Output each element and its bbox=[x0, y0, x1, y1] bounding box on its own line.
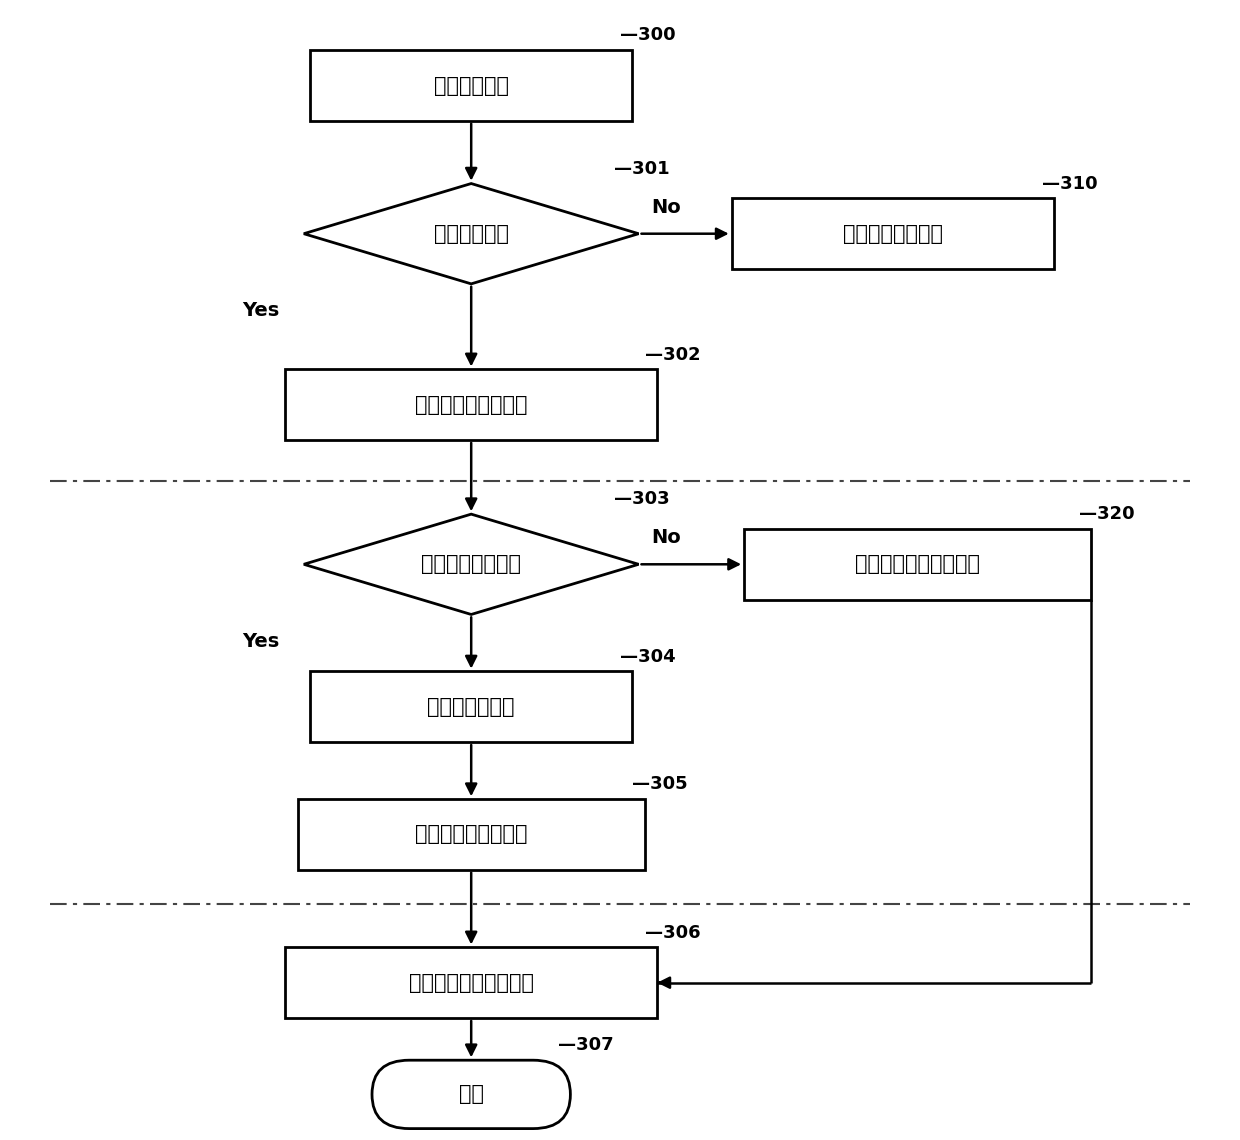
Text: 完成: 完成 bbox=[459, 1084, 484, 1105]
Text: No: No bbox=[651, 528, 681, 547]
Polygon shape bbox=[304, 184, 639, 284]
Text: 更新卡片、帐户: 更新卡片、帐户 bbox=[428, 697, 515, 717]
Text: —303: —303 bbox=[614, 490, 670, 508]
FancyBboxPatch shape bbox=[285, 369, 657, 440]
FancyBboxPatch shape bbox=[310, 671, 632, 742]
FancyBboxPatch shape bbox=[285, 947, 657, 1018]
Text: —304: —304 bbox=[620, 648, 676, 666]
Text: —306: —306 bbox=[645, 923, 701, 942]
FancyBboxPatch shape bbox=[744, 529, 1091, 600]
FancyBboxPatch shape bbox=[298, 799, 645, 870]
Text: —307: —307 bbox=[558, 1036, 614, 1054]
Text: 按照普通交易流程处理: 按照普通交易流程处理 bbox=[856, 554, 980, 575]
Text: Yes: Yes bbox=[242, 301, 279, 320]
Text: Yes: Yes bbox=[242, 632, 279, 651]
Text: —302: —302 bbox=[645, 345, 701, 364]
Text: 数据同步请求: 数据同步请求 bbox=[434, 75, 508, 96]
FancyBboxPatch shape bbox=[372, 1060, 570, 1129]
Text: —300: —300 bbox=[620, 26, 676, 44]
Text: No: No bbox=[651, 197, 681, 217]
Polygon shape bbox=[304, 514, 639, 614]
Text: 登记银行卡系统日志: 登记银行卡系统日志 bbox=[415, 824, 527, 845]
Text: —305: —305 bbox=[632, 775, 688, 793]
FancyBboxPatch shape bbox=[310, 50, 632, 121]
Text: 返回更新代授权登记簿: 返回更新代授权登记簿 bbox=[409, 972, 533, 993]
Text: 核心系统可用: 核心系统可用 bbox=[434, 223, 508, 244]
Text: —301: —301 bbox=[614, 160, 670, 178]
Text: 组织代授权同步报文: 组织代授权同步报文 bbox=[415, 394, 527, 415]
Text: 返回同步失败信息: 返回同步失败信息 bbox=[843, 223, 942, 244]
FancyBboxPatch shape bbox=[732, 198, 1054, 269]
Text: —310: —310 bbox=[1042, 174, 1097, 193]
Text: —320: —320 bbox=[1079, 505, 1135, 523]
Text: 采取特殊同步规则: 采取特殊同步规则 bbox=[422, 554, 521, 575]
